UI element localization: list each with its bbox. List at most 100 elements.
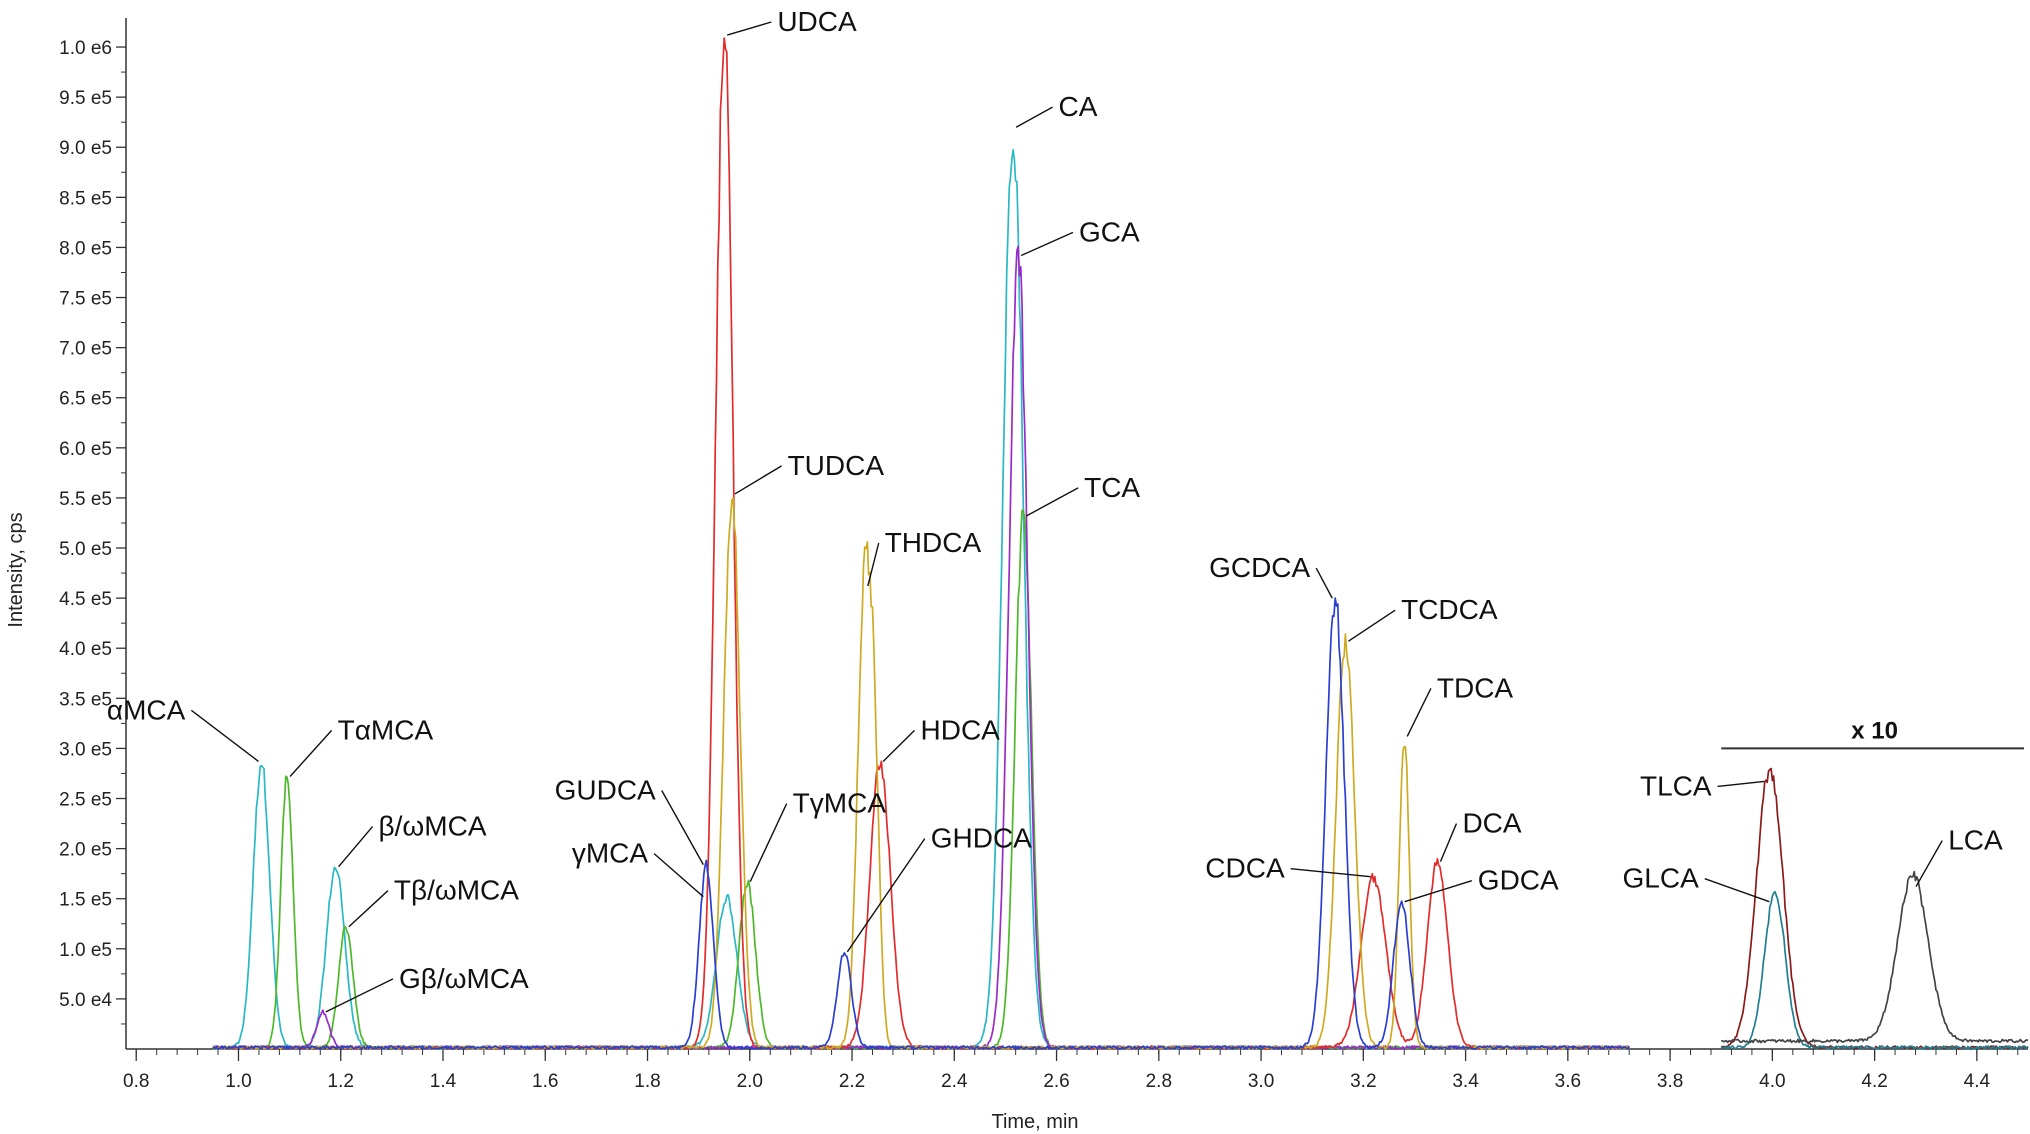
x-tick-label: 1.2 bbox=[328, 1071, 354, 1092]
y-tick-label: 1.5 e5 bbox=[59, 890, 112, 911]
peak-label: TCDCA bbox=[1401, 594, 1498, 625]
annotation-leader bbox=[1404, 880, 1473, 903]
y-tick-label: 5.0 e4 bbox=[59, 990, 112, 1011]
peak-label: Tβ/ωMCA bbox=[394, 875, 519, 906]
peak-label: TDCA bbox=[1437, 672, 1514, 703]
x-axis-title: Time, min bbox=[991, 1111, 1078, 1133]
annotation-leader bbox=[727, 21, 772, 36]
y-tick-label: 7.5 e5 bbox=[59, 289, 112, 310]
annotation-leader bbox=[1315, 567, 1333, 599]
y-tick-label: 3.0 e5 bbox=[59, 739, 112, 760]
peak-label: TγMCA bbox=[793, 788, 887, 819]
annotation-leader bbox=[734, 465, 782, 495]
y-tick-label: 1.0 e6 bbox=[59, 38, 112, 59]
y-tick-label: 8.0 e5 bbox=[59, 238, 112, 259]
peak-label: UDCA bbox=[777, 6, 857, 37]
annotation-leader bbox=[1348, 609, 1396, 642]
x-tick-label: 4.4 bbox=[1964, 1071, 1991, 1092]
chromatogram-trace bbox=[1721, 767, 2029, 1050]
x-tick-label: 1.0 bbox=[225, 1071, 251, 1092]
annotation-leader bbox=[289, 729, 333, 777]
annotation-leader bbox=[1290, 867, 1371, 878]
x-tick-label: 1.4 bbox=[430, 1071, 457, 1092]
peak-annotations: UDCA CA GCA TUDCA TCA THDCA GCDCA TCDCA TDCA αMCA… bbox=[107, 6, 2003, 1013]
y-tick-label: 3.5 e5 bbox=[59, 689, 112, 710]
x-tick-label: 1.8 bbox=[634, 1071, 660, 1092]
peak-label: GHDCA bbox=[931, 823, 1032, 854]
y-tick-label: 4.0 e5 bbox=[59, 639, 112, 660]
annotation-leader bbox=[867, 542, 880, 587]
x-tick-label: 2.0 bbox=[737, 1071, 763, 1092]
annotation-leader bbox=[661, 790, 704, 865]
x-axis: 0.8 1.0 1.2 1.4 1.6 1.8 2.0 2.2 2.4 2.6 2.8 3.0 3.2 3… bbox=[123, 1048, 2028, 1092]
peak-label: TαMCA bbox=[338, 714, 434, 745]
scale-bar: x 10 bbox=[1721, 717, 2024, 750]
y-tick-label: 2.5 e5 bbox=[59, 790, 112, 811]
annotation-leader bbox=[338, 826, 374, 868]
y-tick-label: 9.0 e5 bbox=[59, 138, 112, 159]
y-tick-label: 4.5 e5 bbox=[59, 589, 112, 610]
annotation-leader bbox=[1406, 687, 1432, 737]
peak-label: TLCA bbox=[1640, 770, 1712, 801]
y-tick-label: 9.5 e5 bbox=[59, 88, 112, 109]
x-tick-label: 4.0 bbox=[1759, 1071, 1785, 1092]
x-tick-label: 3.2 bbox=[1350, 1071, 1376, 1092]
peak-label: GCDCA bbox=[1209, 552, 1310, 583]
peak-label: GLCA bbox=[1623, 863, 1700, 894]
annotation-leader bbox=[1020, 231, 1074, 257]
annotation-leader bbox=[190, 709, 259, 763]
y-tick-label: 8.5 e5 bbox=[59, 188, 112, 209]
x-tick-label: 3.4 bbox=[1452, 1071, 1479, 1092]
peak-label: GCA bbox=[1079, 216, 1140, 247]
scale-bar-label: x 10 bbox=[1851, 717, 1898, 744]
annotation-leader bbox=[1717, 780, 1765, 788]
y-tick-label: 5.5 e5 bbox=[59, 489, 112, 510]
x-tick-label: 2.4 bbox=[941, 1071, 968, 1092]
y-tick-label: 6.0 e5 bbox=[59, 439, 112, 460]
y-axis-title: Intensity, cps bbox=[5, 512, 27, 627]
x-tick-label: 2.8 bbox=[1146, 1071, 1172, 1092]
x-tick-label: 4.2 bbox=[1861, 1071, 1887, 1092]
peak-label: DCA bbox=[1462, 808, 1521, 839]
x-tick-label: 3.6 bbox=[1555, 1071, 1581, 1092]
x-tick-label: 2.6 bbox=[1043, 1071, 1069, 1092]
chromatogram-trace bbox=[1721, 870, 2029, 1044]
peak-label: CA bbox=[1059, 91, 1098, 122]
x-tick-label: 3.8 bbox=[1657, 1071, 1683, 1092]
peak-label: CDCA bbox=[1205, 853, 1285, 884]
annotation-leader bbox=[1439, 823, 1458, 862]
y-axis: 5.0 e4 1.0 e5 1.5 e5 2.0 e5 2.5 e5 3.0 e5 3.5 … bbox=[59, 18, 127, 1049]
peak-label: GDCA bbox=[1478, 865, 1559, 896]
peak-label: TUDCA bbox=[788, 450, 885, 481]
y-tick-label: 1.0 e5 bbox=[59, 940, 112, 961]
y-tick-label: 5.0 e5 bbox=[59, 539, 112, 560]
peak-label: LCA bbox=[1948, 825, 2003, 856]
chromatogram-trace bbox=[1720, 890, 2029, 1050]
traces bbox=[212, 37, 2029, 1050]
annotation-leader bbox=[325, 978, 394, 1013]
annotation-leader bbox=[882, 729, 915, 762]
x-tick-label: 2.2 bbox=[839, 1071, 865, 1092]
peak-label: γMCA bbox=[572, 838, 649, 869]
x-tick-label: 0.8 bbox=[123, 1071, 149, 1092]
peak-label: THDCA bbox=[885, 527, 982, 558]
chromatogram-trace bbox=[212, 245, 1630, 1050]
y-tick-label: 2.0 e5 bbox=[59, 840, 112, 861]
peak-label: αMCA bbox=[107, 694, 186, 725]
peak-label: Gβ/ωMCA bbox=[399, 963, 529, 994]
annotation-leader bbox=[1704, 878, 1770, 903]
y-tick-label: 6.5 e5 bbox=[59, 389, 112, 410]
annotation-leader bbox=[1915, 840, 1943, 888]
x-tick-label: 1.6 bbox=[532, 1071, 558, 1092]
peak-label: β/ωMCA bbox=[379, 811, 487, 842]
peak-label: TCA bbox=[1084, 472, 1140, 503]
chromatogram-trace bbox=[212, 597, 1630, 1050]
peak-label: GUDCA bbox=[555, 774, 656, 805]
annotation-leader bbox=[653, 853, 704, 898]
peak-label: HDCA bbox=[921, 714, 1001, 745]
annotation-leader bbox=[348, 890, 389, 928]
annotation-leader bbox=[749, 803, 788, 882]
y-tick-label: 7.0 e5 bbox=[59, 339, 112, 360]
annotation-leader bbox=[1025, 487, 1079, 517]
